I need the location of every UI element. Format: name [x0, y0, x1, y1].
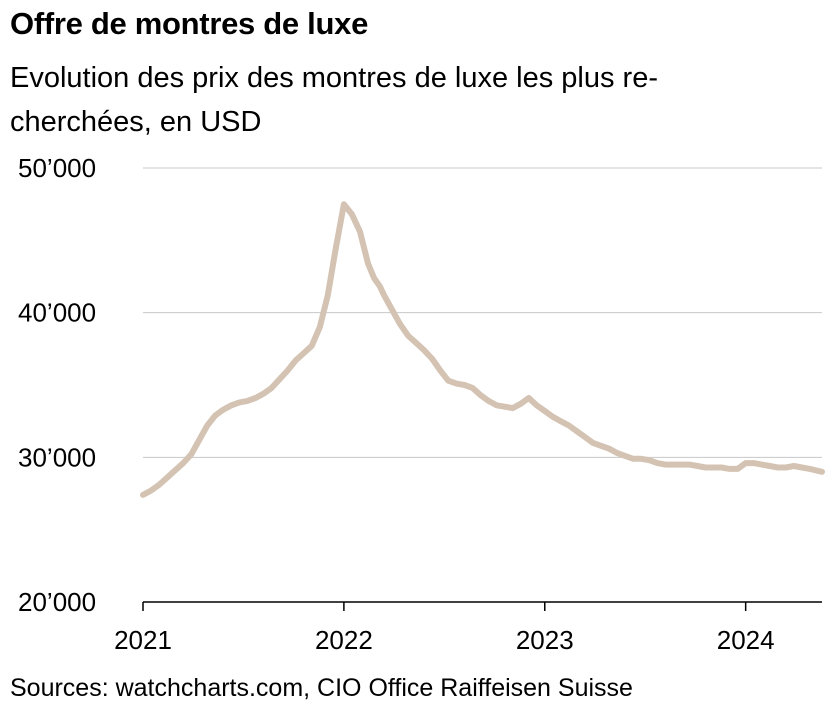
y-tick-label: 20’000: [18, 587, 96, 617]
series-group: [140, 201, 825, 498]
x-tick-label: 2021: [114, 625, 172, 655]
x-tick-label: 2022: [315, 625, 373, 655]
y-tick-label: 50’000: [18, 153, 96, 183]
source-note: Sources: watchcharts.com, CIO Office Rai…: [10, 674, 633, 702]
chart-subtitle: Evolution des prix des montres de luxe l…: [10, 62, 658, 138]
y-tick-label: 30’000: [18, 442, 96, 472]
chart-title: Offre de montres de luxe: [10, 6, 369, 41]
y-axis-labels: 20’000 30’000 40’000 50’000: [18, 153, 96, 617]
x-tick-label: 2024: [717, 625, 775, 655]
y-tick-label: 40’000: [18, 298, 96, 328]
gridlines: [143, 167, 822, 458]
x-axis: 2021 2022 2023 2024: [114, 601, 822, 655]
x-tick-label: 2023: [516, 625, 574, 655]
price-line: [140, 201, 825, 498]
